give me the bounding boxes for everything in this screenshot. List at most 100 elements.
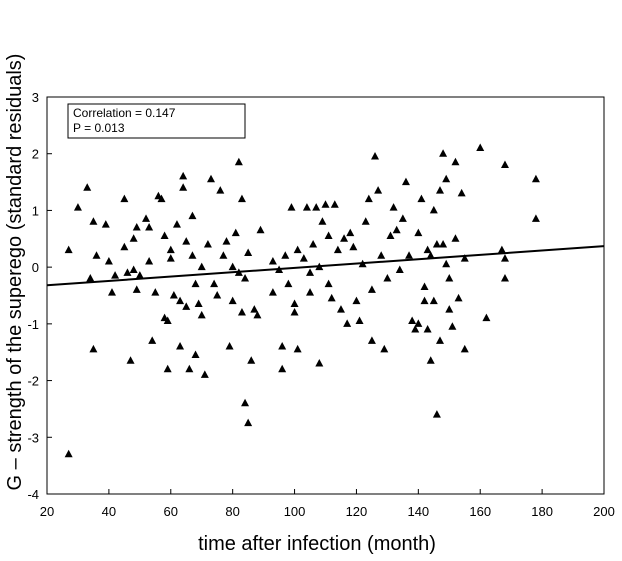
data-point <box>228 262 237 271</box>
data-point <box>104 256 113 265</box>
data-point <box>324 231 333 239</box>
data-point <box>135 271 144 279</box>
data-point <box>306 288 315 296</box>
data-point <box>191 279 200 288</box>
y-tick-label: 1 <box>32 203 39 218</box>
data-point <box>395 265 404 273</box>
data-point <box>451 234 460 242</box>
data-point <box>355 316 364 325</box>
x-tick-label: 40 <box>102 504 116 519</box>
data-point <box>129 265 138 273</box>
data-point <box>531 214 540 222</box>
data-point <box>482 313 491 322</box>
data-point <box>442 174 451 183</box>
x-tick-label: 120 <box>346 504 368 519</box>
data-points <box>64 143 540 458</box>
data-point <box>312 203 321 211</box>
data-point <box>476 143 485 152</box>
y-tick-label: 0 <box>32 260 39 275</box>
data-point <box>315 359 324 367</box>
data-point <box>364 194 373 203</box>
data-point <box>132 285 141 293</box>
data-point <box>160 231 169 239</box>
data-point <box>460 344 469 353</box>
data-point <box>163 364 172 373</box>
data-point <box>219 251 228 259</box>
data-point <box>414 228 423 237</box>
data-point <box>107 288 116 296</box>
data-point <box>420 282 429 290</box>
data-point <box>367 336 376 344</box>
data-point <box>460 254 469 262</box>
y-tick-label: -4 <box>27 487 39 502</box>
data-point <box>309 239 318 248</box>
data-point <box>231 228 240 237</box>
data-point <box>253 310 262 319</box>
data-point <box>281 251 290 259</box>
y-tick-label: -2 <box>27 374 39 389</box>
data-point <box>247 356 256 364</box>
data-point <box>126 356 135 364</box>
data-point <box>64 245 73 254</box>
data-point <box>166 245 175 254</box>
data-point <box>188 251 197 259</box>
x-tick-label: 200 <box>593 504 615 519</box>
data-point <box>439 149 448 157</box>
data-point <box>432 410 441 418</box>
data-point <box>268 256 277 265</box>
data-point <box>222 237 231 245</box>
data-point <box>386 231 395 239</box>
data-point <box>268 288 277 296</box>
data-point <box>432 239 441 248</box>
data-point <box>182 302 191 310</box>
data-point <box>330 200 339 208</box>
data-point <box>531 174 540 183</box>
data-point <box>213 291 222 299</box>
x-tick-label: 140 <box>407 504 429 519</box>
data-point <box>429 205 438 214</box>
data-point <box>182 237 191 245</box>
data-point <box>179 183 188 191</box>
data-point <box>64 449 73 458</box>
data-point <box>408 316 417 325</box>
data-point <box>497 245 506 254</box>
y-tick-label: 2 <box>32 147 39 162</box>
data-point <box>435 186 444 194</box>
data-point <box>244 248 253 256</box>
data-point <box>197 262 206 271</box>
data-point <box>145 256 154 265</box>
data-point <box>250 305 259 313</box>
data-point <box>194 299 203 308</box>
y-tick-label: -3 <box>27 430 39 445</box>
data-point <box>398 214 407 222</box>
data-point <box>371 152 380 160</box>
data-point <box>241 273 250 282</box>
data-point <box>157 194 166 203</box>
data-point <box>284 279 293 288</box>
x-axis-title: time after infection (month) <box>198 533 436 555</box>
data-point <box>429 296 438 305</box>
data-point <box>83 183 92 191</box>
data-point <box>172 220 181 228</box>
correlation-text: Correlation = 0.147 <box>73 106 176 120</box>
data-point <box>237 308 246 316</box>
data-point <box>278 364 287 373</box>
data-point <box>244 418 253 427</box>
data-point <box>210 279 219 288</box>
data-point <box>417 194 426 203</box>
data-point <box>132 222 141 231</box>
data-point <box>318 217 327 225</box>
x-tick-label: 100 <box>284 504 306 519</box>
data-point <box>426 356 435 364</box>
p-value-text: P = 0.013 <box>73 121 125 135</box>
data-point <box>411 325 420 333</box>
y-axis-title: G – strength of the superego (standard r… <box>4 54 26 491</box>
x-tick-label: 80 <box>225 504 239 519</box>
data-point <box>293 344 302 353</box>
plot-area <box>46 96 605 495</box>
data-point <box>383 273 392 282</box>
data-point <box>302 203 311 211</box>
data-point <box>290 308 299 316</box>
annotation-box <box>67 103 246 139</box>
